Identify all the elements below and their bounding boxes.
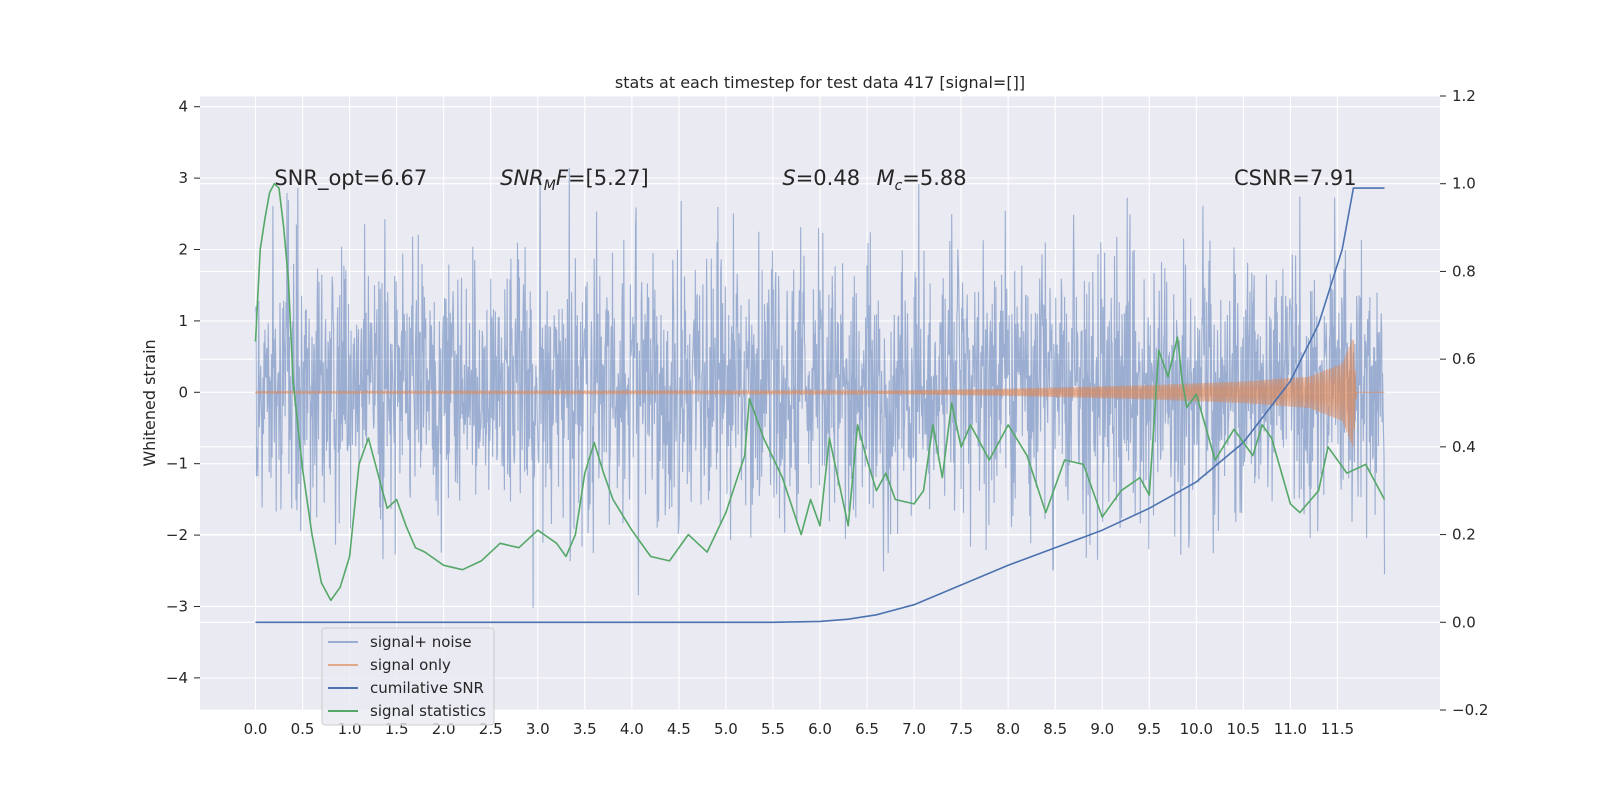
x-tick-label: 11.0 [1274, 720, 1307, 738]
x-tick-label: 8.5 [1043, 720, 1067, 738]
legend-box [321, 627, 495, 726]
y2-tick-label: 0.2 [1452, 526, 1476, 544]
y-tick-label: −1 [166, 455, 188, 473]
series-layer [254, 167, 1386, 624]
annotation-s-val: S=0.48 [782, 166, 860, 190]
x-axis: 0.0 0.5 1.0 1.5 2.0 2.5 3.0 3.5 4.0 4.5 5.0 5.5 6.0 6… [244, 720, 1355, 738]
annotation-part: CSNR=7.91 [1234, 166, 1357, 190]
annotation-mc-val: Mc=5.88 [876, 166, 966, 194]
y2-tick-label: 1.2 [1452, 87, 1476, 105]
x-tick-label: 10.0 [1180, 720, 1213, 738]
series-line-cumilative-snr [255, 187, 1385, 624]
x-tick-label: 4.5 [667, 720, 691, 738]
y-axis-label: Whitened strain [140, 339, 159, 466]
annotation-csnr: CSNR=7.91 [1234, 166, 1357, 190]
x-tick-label: 9.0 [1090, 720, 1114, 738]
y-axis-right: 1.2 1.0 0.8 0.6 0.4 0.2 0.0 −0.2 [1440, 87, 1488, 719]
y-tick-label: 2 [178, 241, 188, 259]
annotation-part: S [782, 166, 795, 190]
legend-label: signal only [370, 656, 451, 674]
legend-label: signal statistics [370, 702, 486, 720]
annotation-snr-mf: SNRMF=[5.27] [500, 166, 649, 194]
annotation-part: M [544, 178, 556, 194]
legend: signal+ noise signal only cumilative SNR si… [321, 627, 495, 726]
series-line-signal-noise [254, 167, 1386, 608]
x-tick-label: 0.0 [244, 720, 268, 738]
chart-title: stats at each timestep for test data 417… [615, 73, 1025, 92]
x-tick-label: 8.0 [996, 720, 1020, 738]
x-tick-label: 7.0 [902, 720, 926, 738]
y2-tick-label: 0.8 [1452, 262, 1476, 280]
y2-tick-label: −0.2 [1452, 701, 1488, 719]
annotation-part: SNR [500, 166, 544, 190]
annotation-part: M [876, 166, 894, 190]
legend-label: signal+ noise [370, 633, 472, 651]
y-axis-left: 4 3 2 1 0 −1 −2 −3 −4 [166, 98, 200, 687]
y2-tick-label: 0.0 [1452, 613, 1476, 631]
y2-tick-label: 0.4 [1452, 438, 1476, 456]
series-line-signal-only [255, 339, 1385, 447]
x-tick-label: 5.0 [714, 720, 738, 738]
annotations: SNR_opt=6.67 SNRMF=[5.27] S=0.48 Mc=5.88 CSN… [274, 166, 1356, 194]
x-tick-label: 9.5 [1137, 720, 1161, 738]
y2-tick-label: 1.0 [1452, 175, 1476, 193]
y2-tick-label: 0.6 [1452, 350, 1476, 368]
y-tick-label: 0 [178, 383, 188, 401]
annotation-part: =[5.27] [568, 166, 649, 190]
y-tick-label: 1 [178, 312, 188, 330]
x-tick-label: 10.5 [1227, 720, 1260, 738]
annotation-part: F [556, 166, 569, 190]
annotation-snr-opt: SNR_opt=6.67 [274, 166, 427, 191]
annotation-part: =0.48 [796, 166, 860, 190]
x-tick-label: 3.0 [526, 720, 550, 738]
gridlines [200, 95, 1440, 711]
x-tick-label: 7.5 [949, 720, 973, 738]
x-tick-label: 4.0 [620, 720, 644, 738]
legend-label: cumilative SNR [370, 679, 484, 697]
series-line-signal-statistics [254, 182, 1386, 602]
x-tick-label: 5.5 [761, 720, 785, 738]
annotation-part: c [895, 178, 903, 194]
x-tick-label: 0.5 [291, 720, 315, 738]
y-tick-label: 4 [178, 98, 188, 116]
x-tick-label: 6.0 [808, 720, 832, 738]
y-tick-label: −4 [166, 669, 188, 687]
x-tick-label: 11.5 [1321, 720, 1354, 738]
x-tick-label: 6.5 [855, 720, 879, 738]
y-tick-label: −3 [166, 597, 188, 615]
annotation-part: SNR_opt=6.67 [274, 166, 427, 191]
annotation-part: =5.88 [902, 166, 966, 190]
y-tick-label: −2 [166, 526, 188, 544]
x-tick-label: 3.5 [573, 720, 597, 738]
y-tick-label: 3 [178, 169, 188, 187]
